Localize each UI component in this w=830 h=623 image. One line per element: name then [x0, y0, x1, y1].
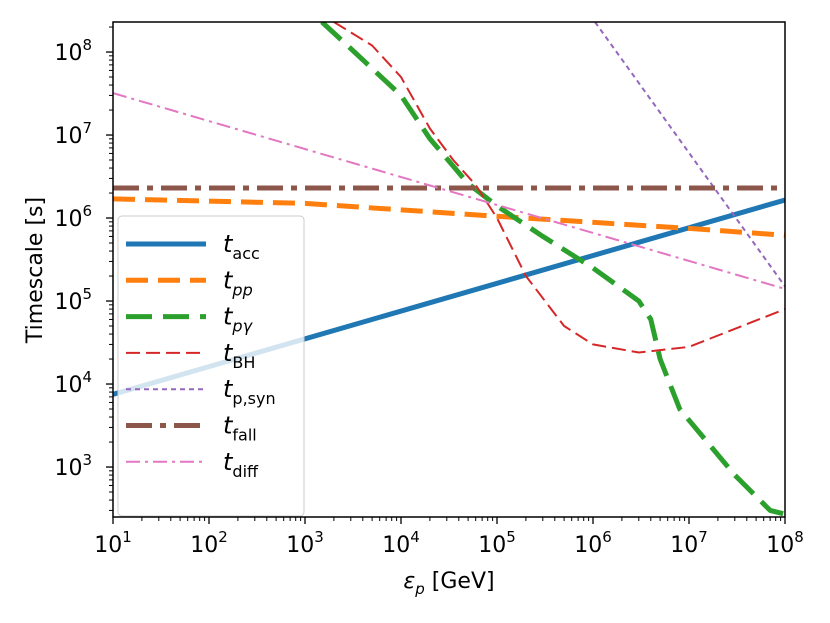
legend-box	[117, 215, 305, 517]
y-tick-label: 105	[54, 285, 92, 315]
x-tick-label: 108	[766, 528, 804, 558]
legend-label-t_pgamma: tpγ	[223, 303, 254, 336]
x-tick-label: 107	[670, 528, 708, 558]
y-tick-label: 103	[54, 451, 92, 481]
x-tick-label: 103	[286, 528, 324, 558]
legend-label-t_diff: tdiff	[223, 448, 259, 481]
plot-frame	[112, 21, 786, 518]
legend-label-t_acc: tacc	[223, 230, 260, 263]
series-line-t_pp	[113, 196, 785, 238]
legend-label-t_BH: tBH	[223, 339, 255, 372]
legend-label-t_psyn: tp,syn	[223, 375, 276, 408]
x-axis-label: εp [GeV]	[403, 569, 494, 598]
y-tick-label: 104	[54, 368, 92, 398]
x-tick-label: 106	[574, 528, 612, 558]
legend-label-t_pp: tpp	[223, 266, 253, 299]
y-tick-label: 107	[54, 119, 92, 149]
x-tick-label: 104	[382, 528, 420, 558]
series-line-t_psyn	[594, 22, 785, 287]
y-tick-label: 108	[54, 36, 92, 66]
legend-label-t_fall: tfall	[223, 412, 257, 445]
series-line-t_BH	[333, 22, 785, 354]
x-tick-label: 102	[190, 528, 228, 558]
y-tick-label: 106	[54, 202, 92, 232]
series-line-t_diff	[113, 92, 785, 290]
series-line-t_pgamma	[320, 22, 785, 517]
x-tick-label: 105	[478, 528, 516, 558]
y-axis-label: Timescale [s]	[23, 197, 48, 344]
x-tick-label: 101	[94, 528, 132, 558]
